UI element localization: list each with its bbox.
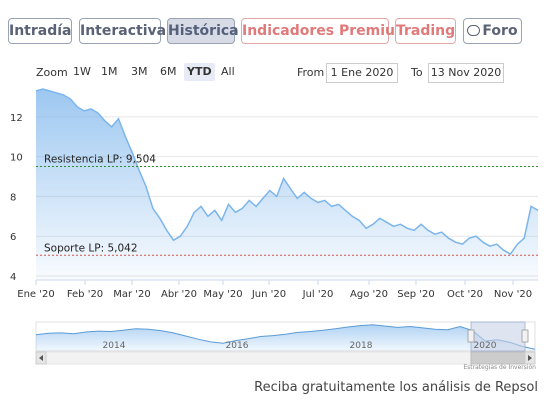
zoom-3m-button[interactable]: 3M [131, 65, 148, 78]
from-date-input[interactable]: 1 Ene 2020 [326, 63, 398, 83]
to-date-input[interactable]: 13 Nov 2020 [428, 63, 504, 83]
tab-indicadores-premium[interactable]: Indicadores Premium [241, 18, 410, 44]
navigator-area [36, 324, 535, 351]
zoom-1w-button[interactable]: 1W [73, 65, 91, 78]
zoom-all-button[interactable]: All [221, 65, 235, 78]
tab-historica-label: Histórica [168, 23, 239, 39]
x-tick-label: Ago '20 [350, 289, 388, 300]
tab-foro-label: Foro [482, 23, 518, 39]
y-tick-label: 12 [10, 113, 23, 124]
resistance-label: Resistencia LP: 9,504 [44, 154, 156, 166]
y-tick-label: 10 [10, 153, 23, 164]
navigator-tick-label: 2016 [226, 341, 249, 351]
series-line [35, 88, 539, 256]
chat-bubble-icon [467, 25, 481, 36]
navigator-handle[interactable] [521, 329, 529, 343]
from-label: From [297, 66, 325, 79]
navigator-tick-label: 2014 [103, 341, 126, 351]
x-tick-label: Feb '20 [67, 289, 103, 300]
navigator-handle[interactable] [467, 329, 475, 343]
support-label: Soporte LP: 5,042 [44, 242, 138, 254]
tab-intradia-label: Intradía [9, 23, 72, 39]
to-label: To [411, 66, 423, 79]
plot-area [35, 88, 539, 280]
navigator-selection[interactable] [470, 321, 526, 352]
y-tick-label: 6 [10, 232, 16, 243]
navigator-line [35, 324, 536, 350]
y-tick-label: 4 [10, 272, 16, 283]
cta-link[interactable]: Reciba gratuitamente los análisis de Rep… [254, 380, 538, 395]
x-tick-label: Jun '20 [251, 289, 286, 300]
x-tick-label: Mar '20 [113, 289, 151, 300]
x-tick-label: May '20 [203, 289, 242, 300]
x-tick-label: Abr '20 [161, 289, 197, 300]
tab-bar: Intradía Interactiva Histórica Indicador… [8, 18, 548, 44]
y-tick-label: 8 [10, 192, 16, 203]
y-axis: 4 6 8 10 12 [10, 113, 23, 283]
navigator-tick-label: 2018 [350, 341, 373, 351]
scroll-left-arrow-icon [39, 355, 43, 361]
zoom-label: Zoom [36, 66, 68, 79]
x-axis: Ene '20 Feb '20 Mar '20 Abr '20 May '20 Jun '… [17, 279, 538, 300]
credit-text: Estrategias de Inversión [463, 364, 536, 371]
range-selector: Zoom 1W 1M 3M 6M YTD All From 1 Ene 2020… [36, 63, 516, 83]
zoom-6m-button[interactable]: 6M [160, 65, 177, 78]
reference-lines: Resistencia LP: 9,504 Soporte LP: 5,042 [36, 154, 538, 256]
x-tick-label: Jul '20 [302, 289, 334, 300]
zoom-ytd-button[interactable]: YTD [184, 63, 215, 81]
tab-trading-label: Trading [396, 23, 456, 39]
x-tick-label: Nov '20 [494, 289, 532, 300]
tab-foro[interactable]: Foro [463, 18, 522, 44]
tab-historica[interactable]: Histórica [167, 18, 239, 44]
navigator-tick-label: 2020 [474, 341, 497, 351]
zoom-1m-button[interactable]: 1M [101, 65, 118, 78]
x-tick-label: Oct '20 [447, 289, 483, 300]
navigator[interactable]: 2014 2016 2018 2020 [35, 321, 536, 365]
x-tick-label: Ene '20 [17, 289, 54, 300]
tab-interactiva[interactable]: Interactiva [79, 18, 166, 44]
price-chart: 4 6 8 10 12 Resistencia LP: 9,504 Soporte LP:… [10, 88, 539, 365]
scrollbar-track[interactable] [35, 351, 536, 365]
tab-indicadores-premium-label: Indicadores Premium [242, 23, 410, 39]
scrollbar-thumb[interactable] [470, 351, 526, 365]
x-tick-label: Sep '20 [397, 289, 435, 300]
tab-intradia[interactable]: Intradía [8, 18, 72, 44]
tab-interactiva-label: Interactiva [80, 23, 167, 39]
tab-trading[interactable]: Trading [395, 18, 456, 44]
scroll-right-arrow-icon [528, 355, 532, 361]
